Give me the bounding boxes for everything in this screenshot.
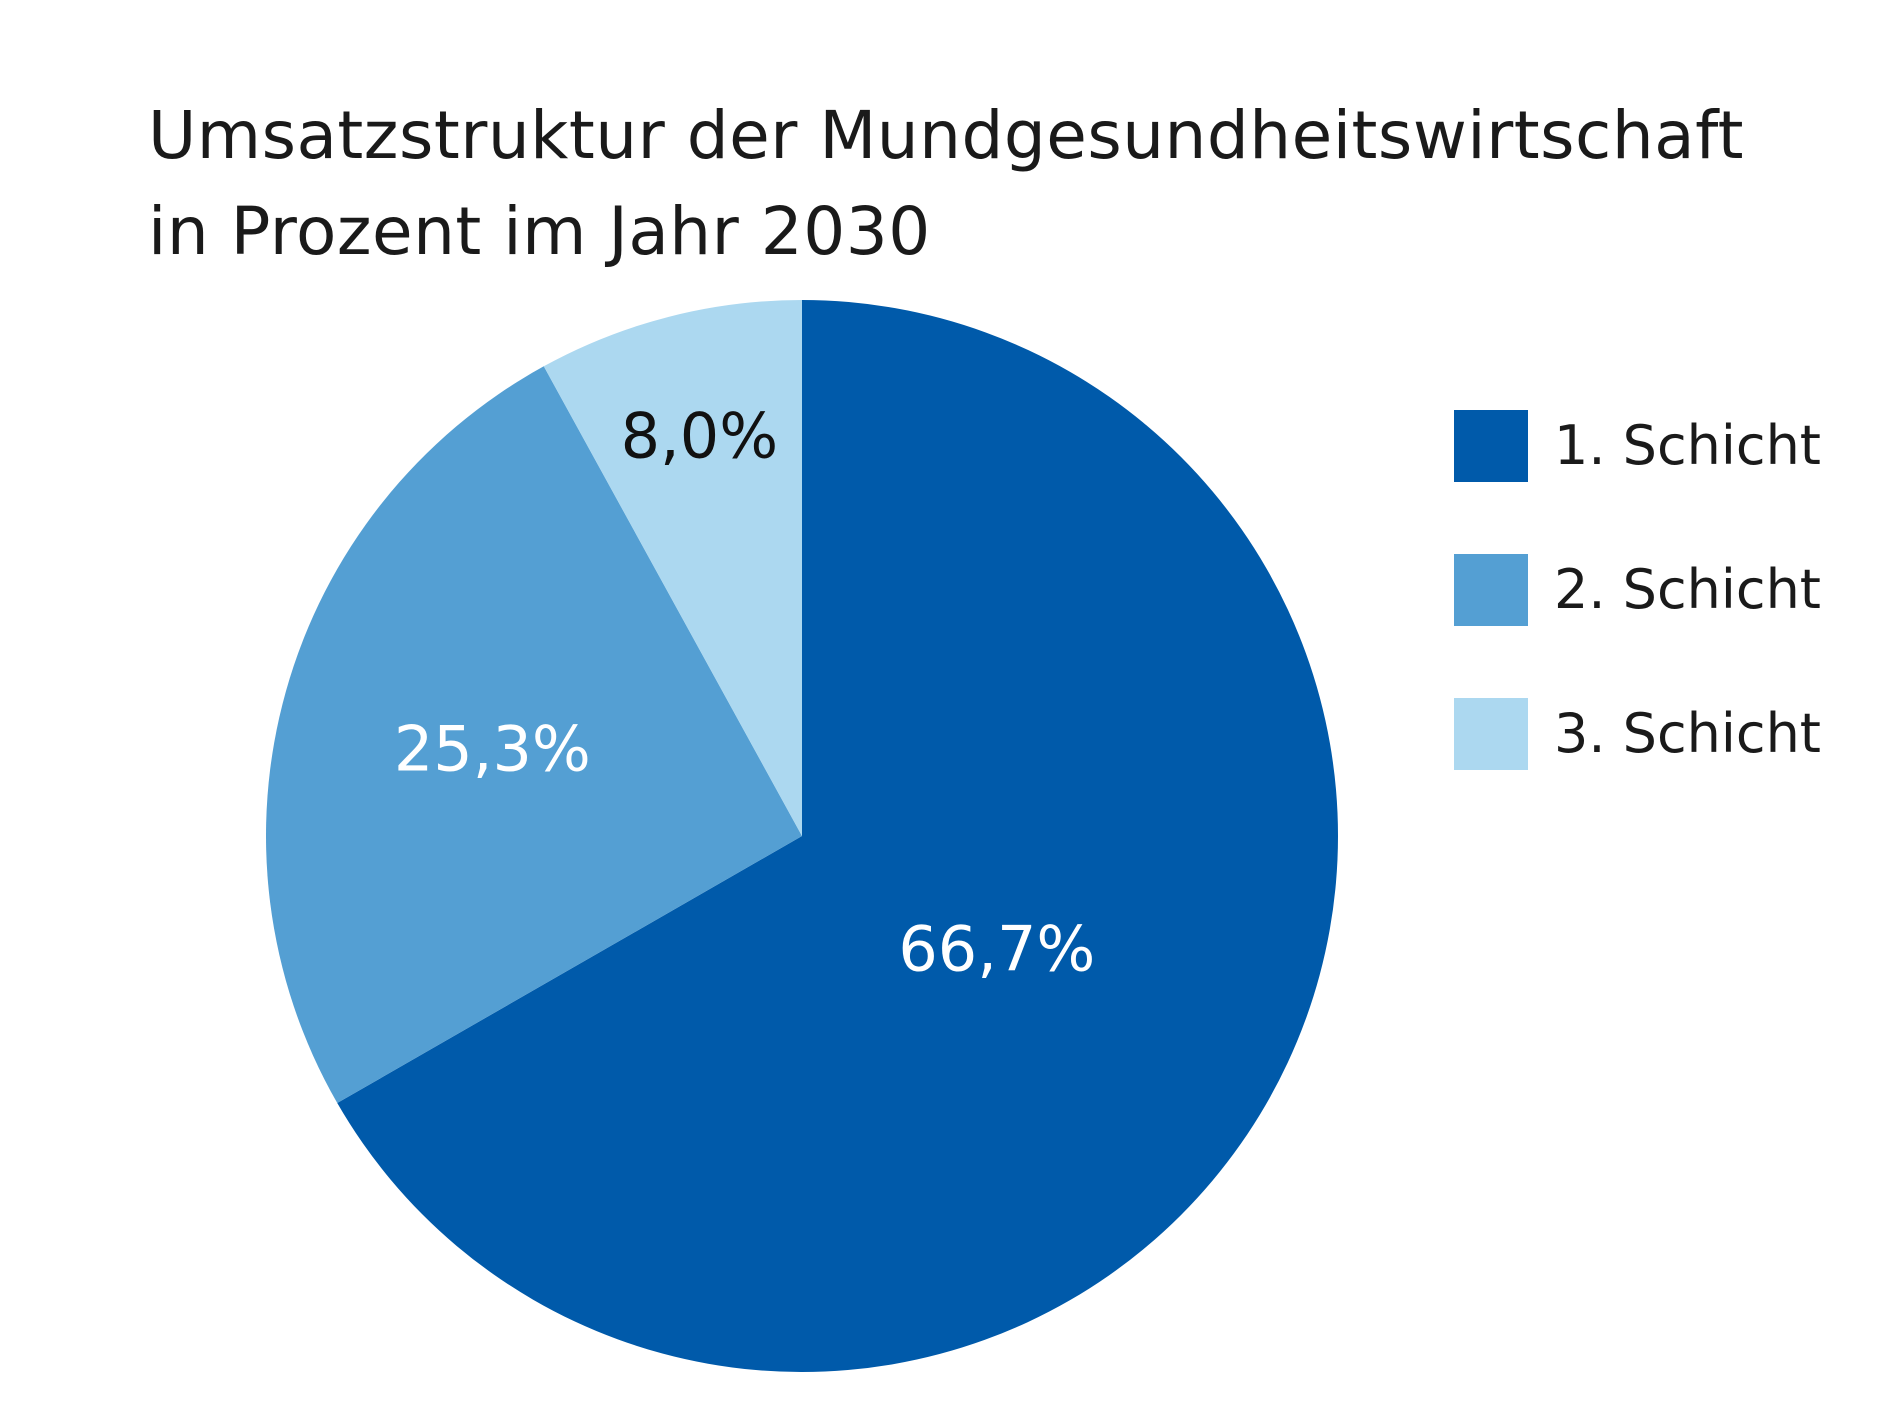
legend-label-1: 1. Schicht xyxy=(1554,414,1821,477)
pie-slice-2 xyxy=(266,366,802,1104)
legend-item-2: 2. Schicht xyxy=(1454,554,1874,626)
chart-title-line-1: Umsatzstruktur der Mundgesundheitswirtsc… xyxy=(148,97,1745,174)
pie-slice-1 xyxy=(337,300,1338,1372)
legend-label-3: 3. Schicht xyxy=(1554,702,1821,765)
chart-legend: 1. Schicht 2. Schicht 3. Schicht xyxy=(1454,410,1874,842)
pie-slice-label-3: 8,0% xyxy=(621,400,779,473)
legend-swatch-1 xyxy=(1454,410,1528,482)
chart-title: Umsatzstruktur der Mundgesundheitswirtsc… xyxy=(148,88,1744,280)
pie-slice-label-1: 66,7% xyxy=(898,912,1095,985)
legend-swatch-2 xyxy=(1454,554,1528,626)
legend-item-3: 3. Schicht xyxy=(1454,698,1874,770)
legend-item-1: 1. Schicht xyxy=(1454,410,1874,482)
pie-slice-3 xyxy=(543,300,802,836)
legend-label-2: 2. Schicht xyxy=(1554,558,1821,621)
chart-title-line-2: in Prozent im Jahr 2030 xyxy=(148,193,931,270)
legend-swatch-3 xyxy=(1454,698,1528,770)
pie-slice-label-2: 25,3% xyxy=(394,713,591,786)
